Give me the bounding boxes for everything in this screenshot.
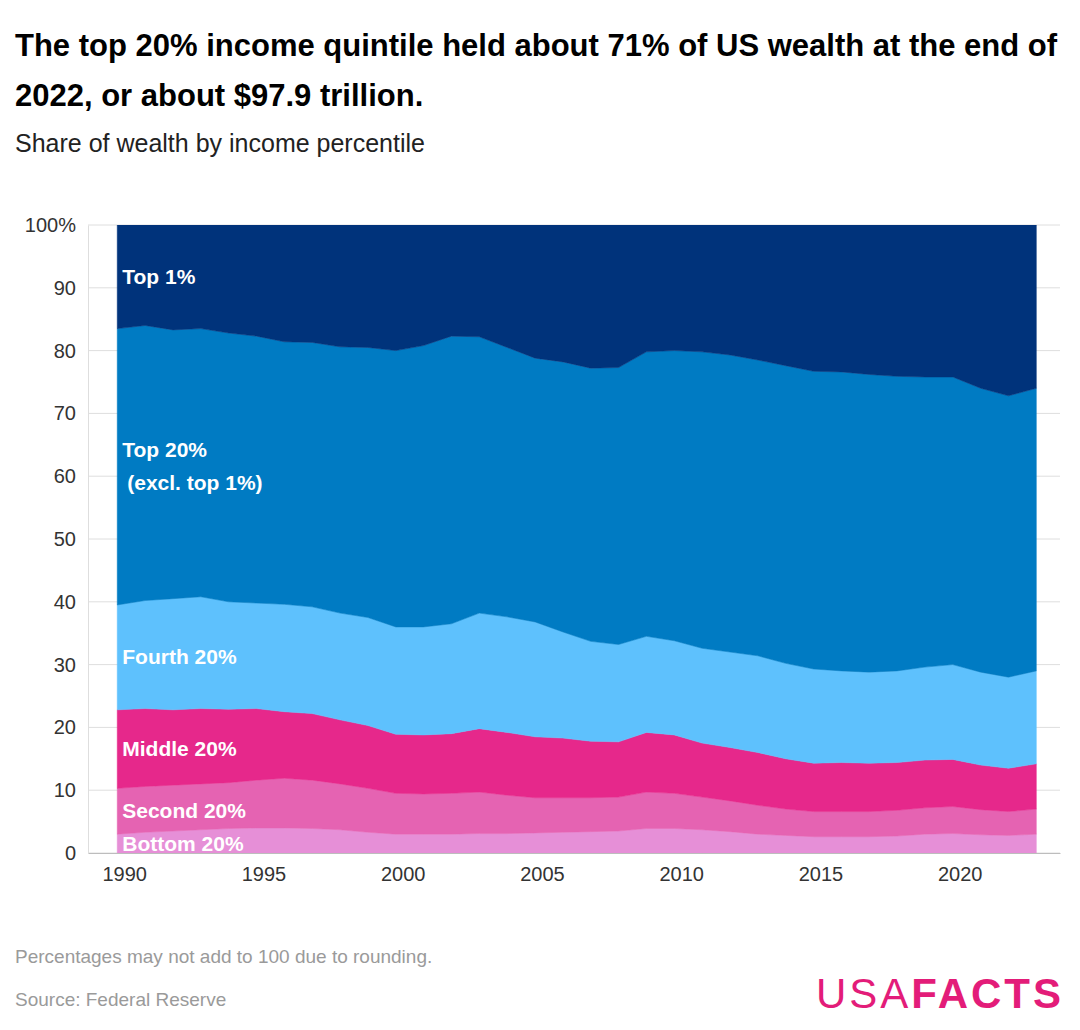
x-axis: 1990 1995 2000 2005 2010 2015 2020 [89,853,1061,885]
y-tick: 0 [65,842,88,864]
logo: USAFACTS [816,970,1064,1017]
y-tick: 20 [54,716,88,738]
x-tick: 2000 [381,853,426,885]
title-line: 2022, or about $97.9 trillion. [15,78,423,113]
source: Source: Federal Reserve [15,989,226,1010]
grid [88,225,1060,853]
series-labels: Bottom 20% Second 20% Middle 20% Fourth 20%… [122,265,262,855]
x-tick-label: 1990 [102,863,146,885]
y-tick: 60 [54,465,88,487]
series-label-line: Middle 20% [122,737,237,760]
y-tick-label: 80 [54,340,76,362]
y-tick-label: 90 [54,277,76,299]
y-tick-label: 100% [25,214,76,236]
series-label: Middle 20% [122,737,237,760]
y-tick: 50 [54,528,88,550]
y-tick-label: 40 [54,591,76,613]
chart-subtitle: Share of wealth by income percentile [15,129,425,157]
x-tick: 1990 [102,853,146,885]
series-label-line: (excl. top 1%) [127,471,262,494]
x-tick: 2005 [520,853,565,885]
chart-container: 1990 1995 2000 2005 2010 2015 2020 0 10 20 30 40 50 6… [0,0,1080,1030]
series-label-line: Second 20% [122,799,246,822]
area-series [117,225,1036,396]
y-axis-line [88,226,89,854]
series-label-line: Bottom 20% [122,832,244,855]
series-label: Bottom 20% [122,832,244,855]
areas [117,225,1036,853]
x-tick: 2020 [938,853,983,885]
y-tick: 70 [54,402,88,424]
logo-light: USA [816,970,911,1017]
y-tick: 100% [25,214,88,236]
y-tick-label: 0 [65,842,76,864]
x-tick: 2010 [659,853,704,885]
x-tick-label: 2000 [381,863,426,885]
series-label-line: Fourth 20% [122,645,237,668]
series-label-line: Top 1% [122,265,195,288]
y-tick: 10 [54,779,88,801]
y-tick: 90 [54,277,88,299]
series-label: Fourth 20% [122,645,237,668]
y-tick: 80 [54,340,88,362]
series-label-line: Top 20% [122,438,207,461]
x-tick: 1995 [242,853,287,885]
x-tick-label: 2010 [659,863,704,885]
x-tick-label: 1995 [242,863,287,885]
y-tick-label: 30 [54,654,76,676]
series-label: Second 20% [122,799,246,822]
y-tick: 30 [54,654,88,676]
series-label: Top 20% (excl. top 1%) [122,438,262,494]
y-tick-label: 50 [54,528,76,550]
area-series [117,325,1036,677]
y-tick-label: 70 [54,402,76,424]
y-tick-label: 10 [54,779,76,801]
x-tick: 2015 [799,853,844,885]
x-tick-label: 2005 [520,863,565,885]
title-line: The top 20% income quintile held about 7… [15,28,1058,63]
footnote: Percentages may not add to 100 due to ro… [15,946,432,967]
series-label: Top 1% [122,265,195,288]
logo-bold: FACTS [911,970,1064,1017]
chart-svg: 1990 1995 2000 2005 2010 2015 2020 0 10 20 30 40 50 6… [0,0,1080,1030]
x-tick-label: 2020 [938,863,983,885]
y-axis: 0 10 20 30 40 50 60 70 80 90 100% [25,214,89,864]
y-tick-label: 60 [54,465,76,487]
x-tick-label: 2015 [799,863,844,885]
y-tick: 40 [54,591,88,613]
chart-title: The top 20% income quintile held about 7… [15,28,1058,113]
y-tick-label: 20 [54,716,76,738]
